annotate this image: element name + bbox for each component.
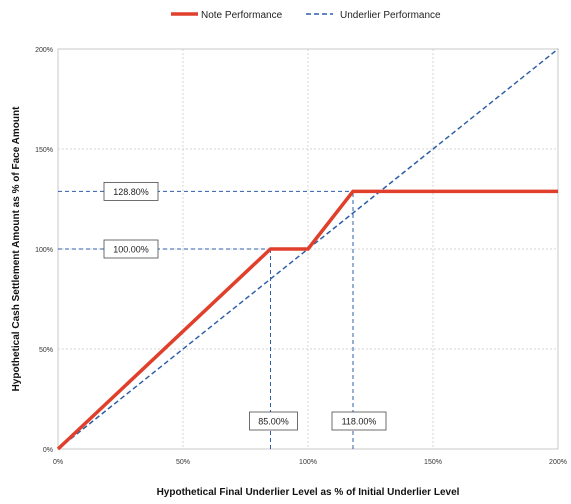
legend: Note Performance Underlier Performance bbox=[171, 10, 441, 21]
annotation-text: 128.80% bbox=[113, 187, 149, 197]
annotation-label: 85.00% bbox=[249, 411, 298, 431]
series-line-note-performance bbox=[56, 189, 558, 451]
legend-label-note-performance: Note Performance bbox=[201, 10, 283, 21]
y-axis-title: Hypothetical Cash Settlement Amount as %… bbox=[11, 106, 22, 392]
annotation-text: 118.00% bbox=[342, 417, 377, 427]
x-tick-label: 200% bbox=[549, 459, 567, 466]
x-tick-label: 150% bbox=[424, 459, 442, 466]
annotation-label: 128.80% bbox=[103, 181, 159, 201]
annotation-label: 118.00% bbox=[331, 411, 387, 431]
x-axis-ticks: 0% 50% 100% 150% 200% bbox=[53, 459, 567, 466]
y-tick-label: 0% bbox=[43, 447, 53, 454]
annotation-box bbox=[103, 181, 159, 201]
x-tick-label: 50% bbox=[176, 459, 190, 466]
series-layer bbox=[56, 48, 559, 451]
annotation-box bbox=[331, 411, 387, 431]
x-tick-label: 0% bbox=[53, 459, 63, 466]
y-tick-label: 150% bbox=[35, 147, 53, 154]
y-tick-label: 100% bbox=[35, 247, 53, 254]
x-axis-title: Hypothetical Final Underlier Level as % … bbox=[157, 487, 460, 498]
annotation-box bbox=[249, 411, 298, 431]
y-tick-label: 200% bbox=[35, 47, 53, 54]
annotations: 128.80% 100.00% 85.00% 118.00% bbox=[103, 181, 387, 431]
legend-label-underlier-performance: Underlier Performance bbox=[340, 10, 441, 21]
annotation-label: 100.00% bbox=[103, 239, 159, 259]
y-tick-label: 50% bbox=[39, 347, 53, 354]
x-tick-label: 100% bbox=[299, 459, 317, 466]
annotation-text: 100.00% bbox=[113, 245, 149, 255]
annotation-box bbox=[103, 239, 159, 259]
y-axis-ticks: 0% 50% 100% 150% 200% bbox=[35, 47, 53, 454]
annotation-text: 85.00% bbox=[258, 417, 289, 427]
